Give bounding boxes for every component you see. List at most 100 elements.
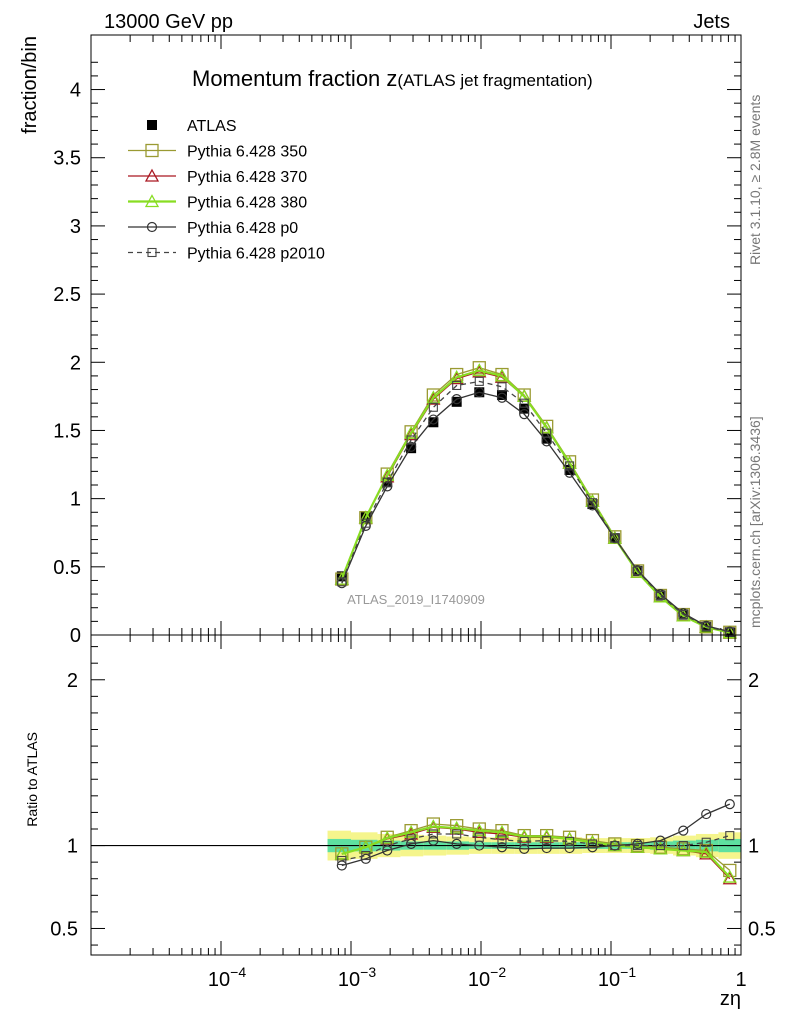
data-point xyxy=(361,518,371,528)
ratio-ytick-label-right: 2 xyxy=(748,670,759,692)
data-point xyxy=(722,625,737,639)
watermark: ATLAS_2019_I1740909 xyxy=(347,592,485,607)
data-point xyxy=(542,428,552,438)
series-pythia-6-428-p2010 xyxy=(337,829,735,866)
main-ylabel: fraction/bin xyxy=(19,36,41,134)
data-point xyxy=(452,380,462,391)
legend-label: Pythia 6.428 380 xyxy=(187,195,307,212)
data-point xyxy=(449,369,464,383)
data-point xyxy=(610,841,620,851)
data-point xyxy=(725,831,735,841)
data-point xyxy=(497,382,507,392)
data-point xyxy=(426,388,441,402)
data-point xyxy=(428,414,439,425)
data-point xyxy=(497,835,507,845)
data-point xyxy=(334,571,349,585)
x-tick-label: 10−1 xyxy=(598,964,636,991)
ratio-ytick-label-right: 1 xyxy=(748,836,759,858)
data-point xyxy=(406,441,417,452)
main-ytick-label: 3 xyxy=(70,216,81,238)
x-tick-label: 1 xyxy=(735,969,746,991)
data-point xyxy=(725,627,735,637)
main-panel: 0 0.5 1 1.5 2 2.5 3 3.5 4 fraction/bin Momentum … xyxy=(19,34,742,647)
legend-label: Pythia 6.428 p2010 xyxy=(187,246,325,263)
legend-label: Pythia 6.428 370 xyxy=(187,169,307,186)
data-point xyxy=(565,461,575,471)
data-point xyxy=(337,855,347,866)
legend-marker xyxy=(145,143,159,158)
header-energy: 13000 GeV pp xyxy=(104,11,233,33)
data-point xyxy=(724,799,735,810)
data-point xyxy=(655,590,665,601)
data-point xyxy=(382,841,392,851)
data-point xyxy=(541,433,552,444)
data-point xyxy=(450,819,464,833)
ratio-ytick-label: 2 xyxy=(67,670,78,692)
legend-entry: Pythia 6.428 380 xyxy=(128,194,307,212)
main-ytick-label: 1 xyxy=(70,489,81,511)
data-point xyxy=(519,408,530,420)
data-point xyxy=(428,829,438,839)
data-point xyxy=(587,498,598,508)
legend-entry: Pythia 6.428 p0 xyxy=(128,220,298,237)
data-point xyxy=(678,825,689,836)
data-point xyxy=(655,835,666,846)
data-point xyxy=(699,844,714,858)
data-point xyxy=(428,835,439,846)
data-point xyxy=(406,443,417,454)
data-point xyxy=(587,839,598,849)
chart-title-main: Momentum fraction z xyxy=(192,66,397,91)
data-point xyxy=(426,391,441,405)
data-point xyxy=(472,361,486,375)
ratio-ytick-label-right: 0.5 xyxy=(748,918,776,940)
data-point xyxy=(337,577,347,587)
data-point xyxy=(404,425,419,439)
ratio-ylabel: Ratio to ATLAS xyxy=(24,732,40,827)
series-pythia-6-428-p2010 xyxy=(337,376,735,637)
data-point xyxy=(722,869,737,883)
data-point xyxy=(542,836,552,846)
data-point xyxy=(632,566,643,576)
data-point xyxy=(449,820,464,834)
ratio-series xyxy=(334,799,737,885)
legend-marker xyxy=(147,120,157,130)
data-point xyxy=(701,808,712,820)
data-point xyxy=(564,842,575,854)
data-point xyxy=(565,836,575,846)
data-point xyxy=(380,468,395,482)
data-point xyxy=(472,363,487,377)
data-point xyxy=(474,387,485,398)
side-mcplots: mcplots.cern.ch [arXiv:1306.3436] xyxy=(747,416,763,628)
data-point xyxy=(334,846,349,860)
data-point xyxy=(539,420,554,434)
data-point xyxy=(474,376,484,386)
ratio-frame xyxy=(90,634,742,956)
data-point xyxy=(406,435,416,445)
data-point xyxy=(701,837,711,847)
data-point xyxy=(494,824,510,838)
data-point xyxy=(361,850,371,861)
data-point xyxy=(474,832,484,842)
data-point xyxy=(496,842,508,853)
data-point xyxy=(404,824,419,838)
main-ytick-label: 1.5 xyxy=(53,420,81,442)
data-point xyxy=(519,398,529,408)
data-point xyxy=(517,829,532,843)
data-point xyxy=(496,390,507,400)
legend-marker xyxy=(144,194,160,208)
data-point xyxy=(630,564,645,578)
data-point xyxy=(519,843,530,854)
ratio-panel: 10−4 10−3 10−2 10−1 1 0.5 0.5 1 1 2 2 Ratio to ATL… xyxy=(24,634,776,1010)
ratio-axis-ticks: 10−4 10−3 10−2 10−1 1 0.5 0.5 1 1 2 2 xyxy=(50,635,776,991)
main-axis-ticks: 0 0.5 1 1.5 2 2.5 3 3.5 4 xyxy=(53,35,742,647)
data-point xyxy=(449,371,464,385)
data-point xyxy=(632,841,643,851)
legend-marker xyxy=(146,221,158,233)
x-tick-label: 10−4 xyxy=(208,964,246,991)
data-point xyxy=(472,823,487,837)
main-ytick-label: 0 xyxy=(70,625,81,647)
data-point xyxy=(496,392,508,403)
data-point xyxy=(678,609,688,620)
data-point xyxy=(541,842,552,854)
